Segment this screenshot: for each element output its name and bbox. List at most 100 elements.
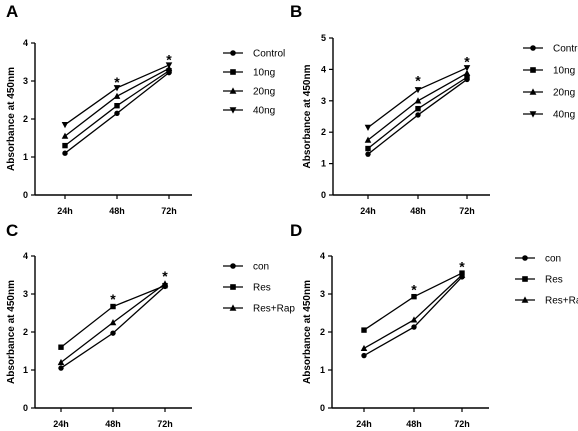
legend-marker xyxy=(230,69,236,75)
legend-marker xyxy=(230,50,236,56)
chart-panel-d: D 0 1 2 3 4 24h 48h 72h Absorbance at 450nm * * con R… xyxy=(290,221,578,429)
chart-panel-b: B 0 1 2 3 4 5 24h 48h 72h Absorbance at 450nm * * Con… xyxy=(290,2,578,216)
legend-marker xyxy=(529,88,537,95)
y-tick-label: 4 xyxy=(320,251,325,261)
data-point xyxy=(364,124,372,131)
y-axis-title: Absorbance at 450nm xyxy=(302,280,313,384)
y-tick-label: 0 xyxy=(321,190,326,200)
significance-mark: * xyxy=(464,53,470,69)
legend-marker xyxy=(521,296,529,303)
data-point xyxy=(365,145,371,152)
data-point xyxy=(410,316,418,323)
data-point xyxy=(411,293,417,300)
data-point xyxy=(61,122,69,129)
significance-mark: * xyxy=(166,51,172,67)
y-tick-label: 4 xyxy=(23,38,28,48)
legend-label: 40ng xyxy=(253,106,275,117)
legend-label: Res+Rap xyxy=(253,304,295,315)
legend-label: 10ng xyxy=(253,68,275,79)
legend-marker xyxy=(530,67,536,73)
y-tick-label: 2 xyxy=(23,327,28,337)
significance-mark: * xyxy=(114,74,120,90)
legend-label: Control xyxy=(553,44,578,55)
legend-marker xyxy=(229,304,237,311)
y-tick-label: 0 xyxy=(23,190,28,200)
legend-marker xyxy=(529,111,537,118)
y-tick-label: 4 xyxy=(321,64,326,74)
significance-mark: * xyxy=(415,72,421,88)
y-axis-title: Absorbance at 450nm xyxy=(302,64,313,168)
data-point xyxy=(411,324,417,330)
legend-label: 10ng xyxy=(553,66,575,77)
y-tick-label: 2 xyxy=(23,114,28,124)
significance-mark: * xyxy=(459,259,465,275)
data-point xyxy=(62,150,68,156)
legend-marker xyxy=(230,263,236,269)
y-tick-label: 1 xyxy=(320,365,325,375)
data-point xyxy=(58,365,64,371)
x-tick-label: 24h xyxy=(360,206,376,216)
legend-label: 20ng xyxy=(553,88,575,99)
x-tick-label: 72h xyxy=(454,419,470,429)
legend-label: 20ng xyxy=(253,87,275,98)
legend-label: Res xyxy=(545,275,563,286)
x-tick-label: 72h xyxy=(161,206,177,216)
data-point xyxy=(415,112,421,118)
legend-label: Control xyxy=(253,49,285,60)
data-point xyxy=(62,142,68,149)
legend-label: Res xyxy=(253,283,271,294)
data-point xyxy=(113,92,121,99)
data-point xyxy=(415,105,421,112)
data-point xyxy=(360,344,368,352)
legend-marker xyxy=(230,284,236,290)
x-tick-label: 48h xyxy=(410,206,426,216)
data-point xyxy=(414,87,422,94)
legend-label: con xyxy=(545,254,561,265)
data-point xyxy=(458,271,466,278)
x-tick-label: 48h xyxy=(105,419,121,429)
data-point xyxy=(57,358,65,366)
x-tick-label: 24h xyxy=(57,206,73,216)
legend-marker xyxy=(522,276,528,282)
y-tick-label: 3 xyxy=(23,289,28,299)
y-tick-label: 1 xyxy=(23,152,28,162)
y-axis-title: Absorbance at 450nm xyxy=(6,280,17,384)
data-point xyxy=(361,327,367,333)
y-tick-label: 1 xyxy=(321,159,326,169)
x-tick-label: 24h xyxy=(356,419,372,429)
y-axis-title: Absorbance at 450nm xyxy=(6,67,17,171)
legend-label: Res+Rap xyxy=(545,296,578,307)
y-tick-label: 0 xyxy=(23,403,28,413)
data-point xyxy=(361,352,367,359)
legend-label: con xyxy=(253,262,269,273)
significance-mark: * xyxy=(162,268,168,284)
chart-panel-a: A 0 1 2 3 4 24h 48h 72h Absorbance at 450nm * * Cont… xyxy=(6,2,285,216)
data-point xyxy=(364,136,372,143)
y-tick-label: 2 xyxy=(320,327,325,337)
data-point xyxy=(110,330,116,336)
legend-marker xyxy=(229,87,237,94)
x-tick-label: 72h xyxy=(459,206,475,216)
data-point xyxy=(161,280,169,287)
legend-marker xyxy=(229,107,237,114)
x-tick-label: 72h xyxy=(157,419,173,429)
y-tick-label: 0 xyxy=(320,403,325,413)
panel-letter: C xyxy=(6,221,18,240)
legend-label: 40ng xyxy=(553,110,575,121)
data-point xyxy=(61,132,69,139)
significance-mark: * xyxy=(110,291,116,307)
data-point xyxy=(110,303,116,310)
data-point xyxy=(365,151,371,157)
data-point xyxy=(114,103,120,109)
panel-letter: B xyxy=(290,2,302,21)
data-point xyxy=(113,85,121,92)
legend-marker xyxy=(530,45,536,51)
x-tick-label: 48h xyxy=(406,419,422,429)
y-tick-label: 5 xyxy=(321,33,326,43)
data-point xyxy=(165,62,173,69)
panel-letter: D xyxy=(290,221,302,240)
y-tick-label: 3 xyxy=(320,289,325,299)
significance-mark: * xyxy=(411,281,417,297)
panel-letter: A xyxy=(6,2,18,21)
